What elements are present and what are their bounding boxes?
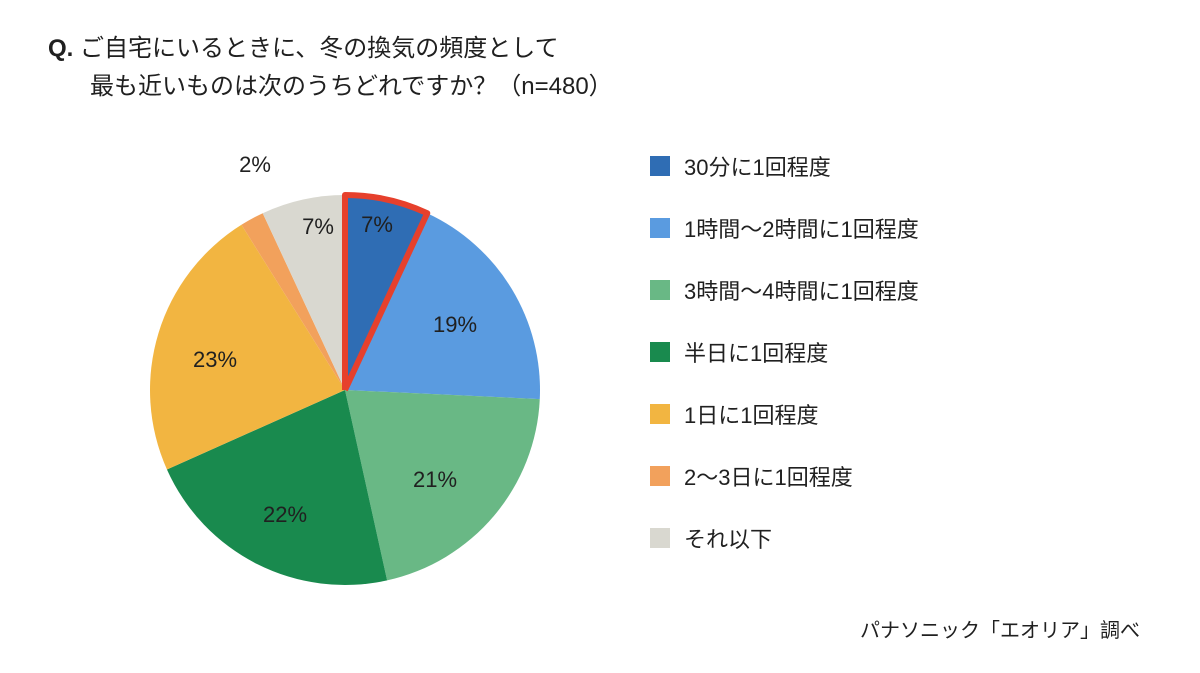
legend-item: 1時間～2時間に1回程度 xyxy=(650,212,919,244)
legend-label: 2～3日に1回程度 xyxy=(684,460,853,492)
pie-slice-pct-label: 19% xyxy=(433,312,477,338)
chart-title: Q. ご自宅にいるときに、冬の換気の頻度として 最も近いものは次のうちどれですか… xyxy=(48,30,613,107)
legend-swatch xyxy=(650,528,670,548)
footer-credit: パナソニック「エオリア」調べ xyxy=(860,614,1140,643)
legend-swatch xyxy=(650,342,670,362)
legend-swatch xyxy=(650,156,670,176)
legend-swatch xyxy=(650,280,670,300)
legend-item: 3時間～4時間に1回程度 xyxy=(650,274,919,306)
pie-slice-pct-label: 22% xyxy=(263,502,307,528)
title-prefix: Q. xyxy=(48,35,80,62)
legend: 30分に1回程度 1時間～2時間に1回程度 3時間～4時間に1回程度半日に1回程度 1… xyxy=(650,150,919,584)
title-line1: ご自宅にいるときに、冬の換気の頻度として xyxy=(80,35,559,62)
legend-label: 30分に1回程度 xyxy=(684,150,831,182)
pie-chart: 7% 19% 21% 22% 23% 2% 7% xyxy=(120,125,570,575)
pie-slice-pct-label: 7% xyxy=(361,212,393,238)
title-line2: 最も近いものは次のうちどれですか？（n=480） xyxy=(90,73,613,100)
pie-slice-pct-label: 2% xyxy=(239,152,271,178)
pie-slice-pct-label: 23% xyxy=(193,347,237,373)
legend-item: それ以下 xyxy=(650,522,919,554)
pie-slice-pct-label: 7% xyxy=(302,214,334,240)
legend-swatch xyxy=(650,218,670,238)
legend-swatch xyxy=(650,404,670,424)
legend-label: 1時間～2時間に1回程度 xyxy=(684,212,919,244)
pie-svg xyxy=(120,125,570,625)
pie-slice-pct-label: 21% xyxy=(413,467,457,493)
legend-label: それ以下 xyxy=(684,522,772,554)
legend-item: 2～3日に1回程度 xyxy=(650,460,919,492)
legend-swatch xyxy=(650,466,670,486)
legend-item: 半日に1回程度 xyxy=(650,336,919,368)
legend-item: 1日に1回程度 xyxy=(650,398,919,430)
legend-label: 3時間～4時間に1回程度 xyxy=(684,274,919,306)
legend-label: 1日に1回程度 xyxy=(684,398,818,430)
legend-label: 半日に1回程度 xyxy=(684,336,828,368)
legend-item: 30分に1回程度 xyxy=(650,150,919,182)
